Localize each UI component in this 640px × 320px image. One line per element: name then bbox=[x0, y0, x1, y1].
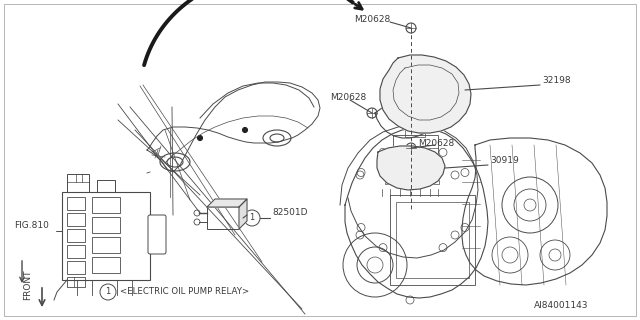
Bar bbox=[67, 197, 85, 210]
Polygon shape bbox=[239, 199, 247, 229]
Circle shape bbox=[198, 135, 202, 140]
Bar bbox=[385, 155, 410, 173]
Polygon shape bbox=[377, 146, 445, 190]
Bar bbox=[92, 237, 120, 253]
Bar bbox=[408, 72, 430, 86]
Text: <ELECTRIC OIL PUMP RELAY>: <ELECTRIC OIL PUMP RELAY> bbox=[120, 287, 249, 297]
Bar bbox=[92, 197, 120, 213]
Bar bbox=[207, 207, 239, 229]
Text: FIG.810: FIG.810 bbox=[14, 221, 49, 230]
Text: 30919: 30919 bbox=[490, 156, 519, 165]
Circle shape bbox=[243, 127, 248, 132]
Bar bbox=[396, 202, 469, 278]
Text: 1: 1 bbox=[250, 213, 255, 222]
Text: AI84001143: AI84001143 bbox=[534, 301, 589, 310]
Bar bbox=[67, 277, 85, 287]
Bar bbox=[414, 155, 439, 173]
Text: 82501D: 82501D bbox=[272, 208, 307, 217]
Text: 1: 1 bbox=[106, 287, 111, 297]
Bar bbox=[433, 90, 455, 104]
Bar bbox=[67, 245, 85, 258]
Text: M20628: M20628 bbox=[354, 15, 390, 25]
Bar bbox=[92, 217, 120, 233]
Bar bbox=[385, 168, 439, 184]
Text: M20628: M20628 bbox=[330, 92, 366, 101]
FancyBboxPatch shape bbox=[148, 215, 166, 254]
Bar bbox=[62, 192, 150, 280]
Bar bbox=[67, 261, 85, 274]
Text: 32198: 32198 bbox=[542, 76, 571, 85]
Text: FRONT: FRONT bbox=[23, 270, 32, 300]
Bar bbox=[405, 125, 425, 137]
Bar bbox=[390, 195, 475, 285]
Bar bbox=[92, 257, 120, 273]
Text: M20628: M20628 bbox=[418, 139, 454, 148]
Bar bbox=[408, 90, 430, 104]
Bar bbox=[393, 135, 438, 160]
Bar bbox=[67, 229, 85, 242]
Polygon shape bbox=[207, 199, 247, 207]
Bar bbox=[67, 174, 89, 192]
Bar bbox=[433, 72, 455, 86]
Bar bbox=[97, 180, 115, 192]
Bar bbox=[67, 213, 85, 226]
Polygon shape bbox=[380, 55, 471, 133]
